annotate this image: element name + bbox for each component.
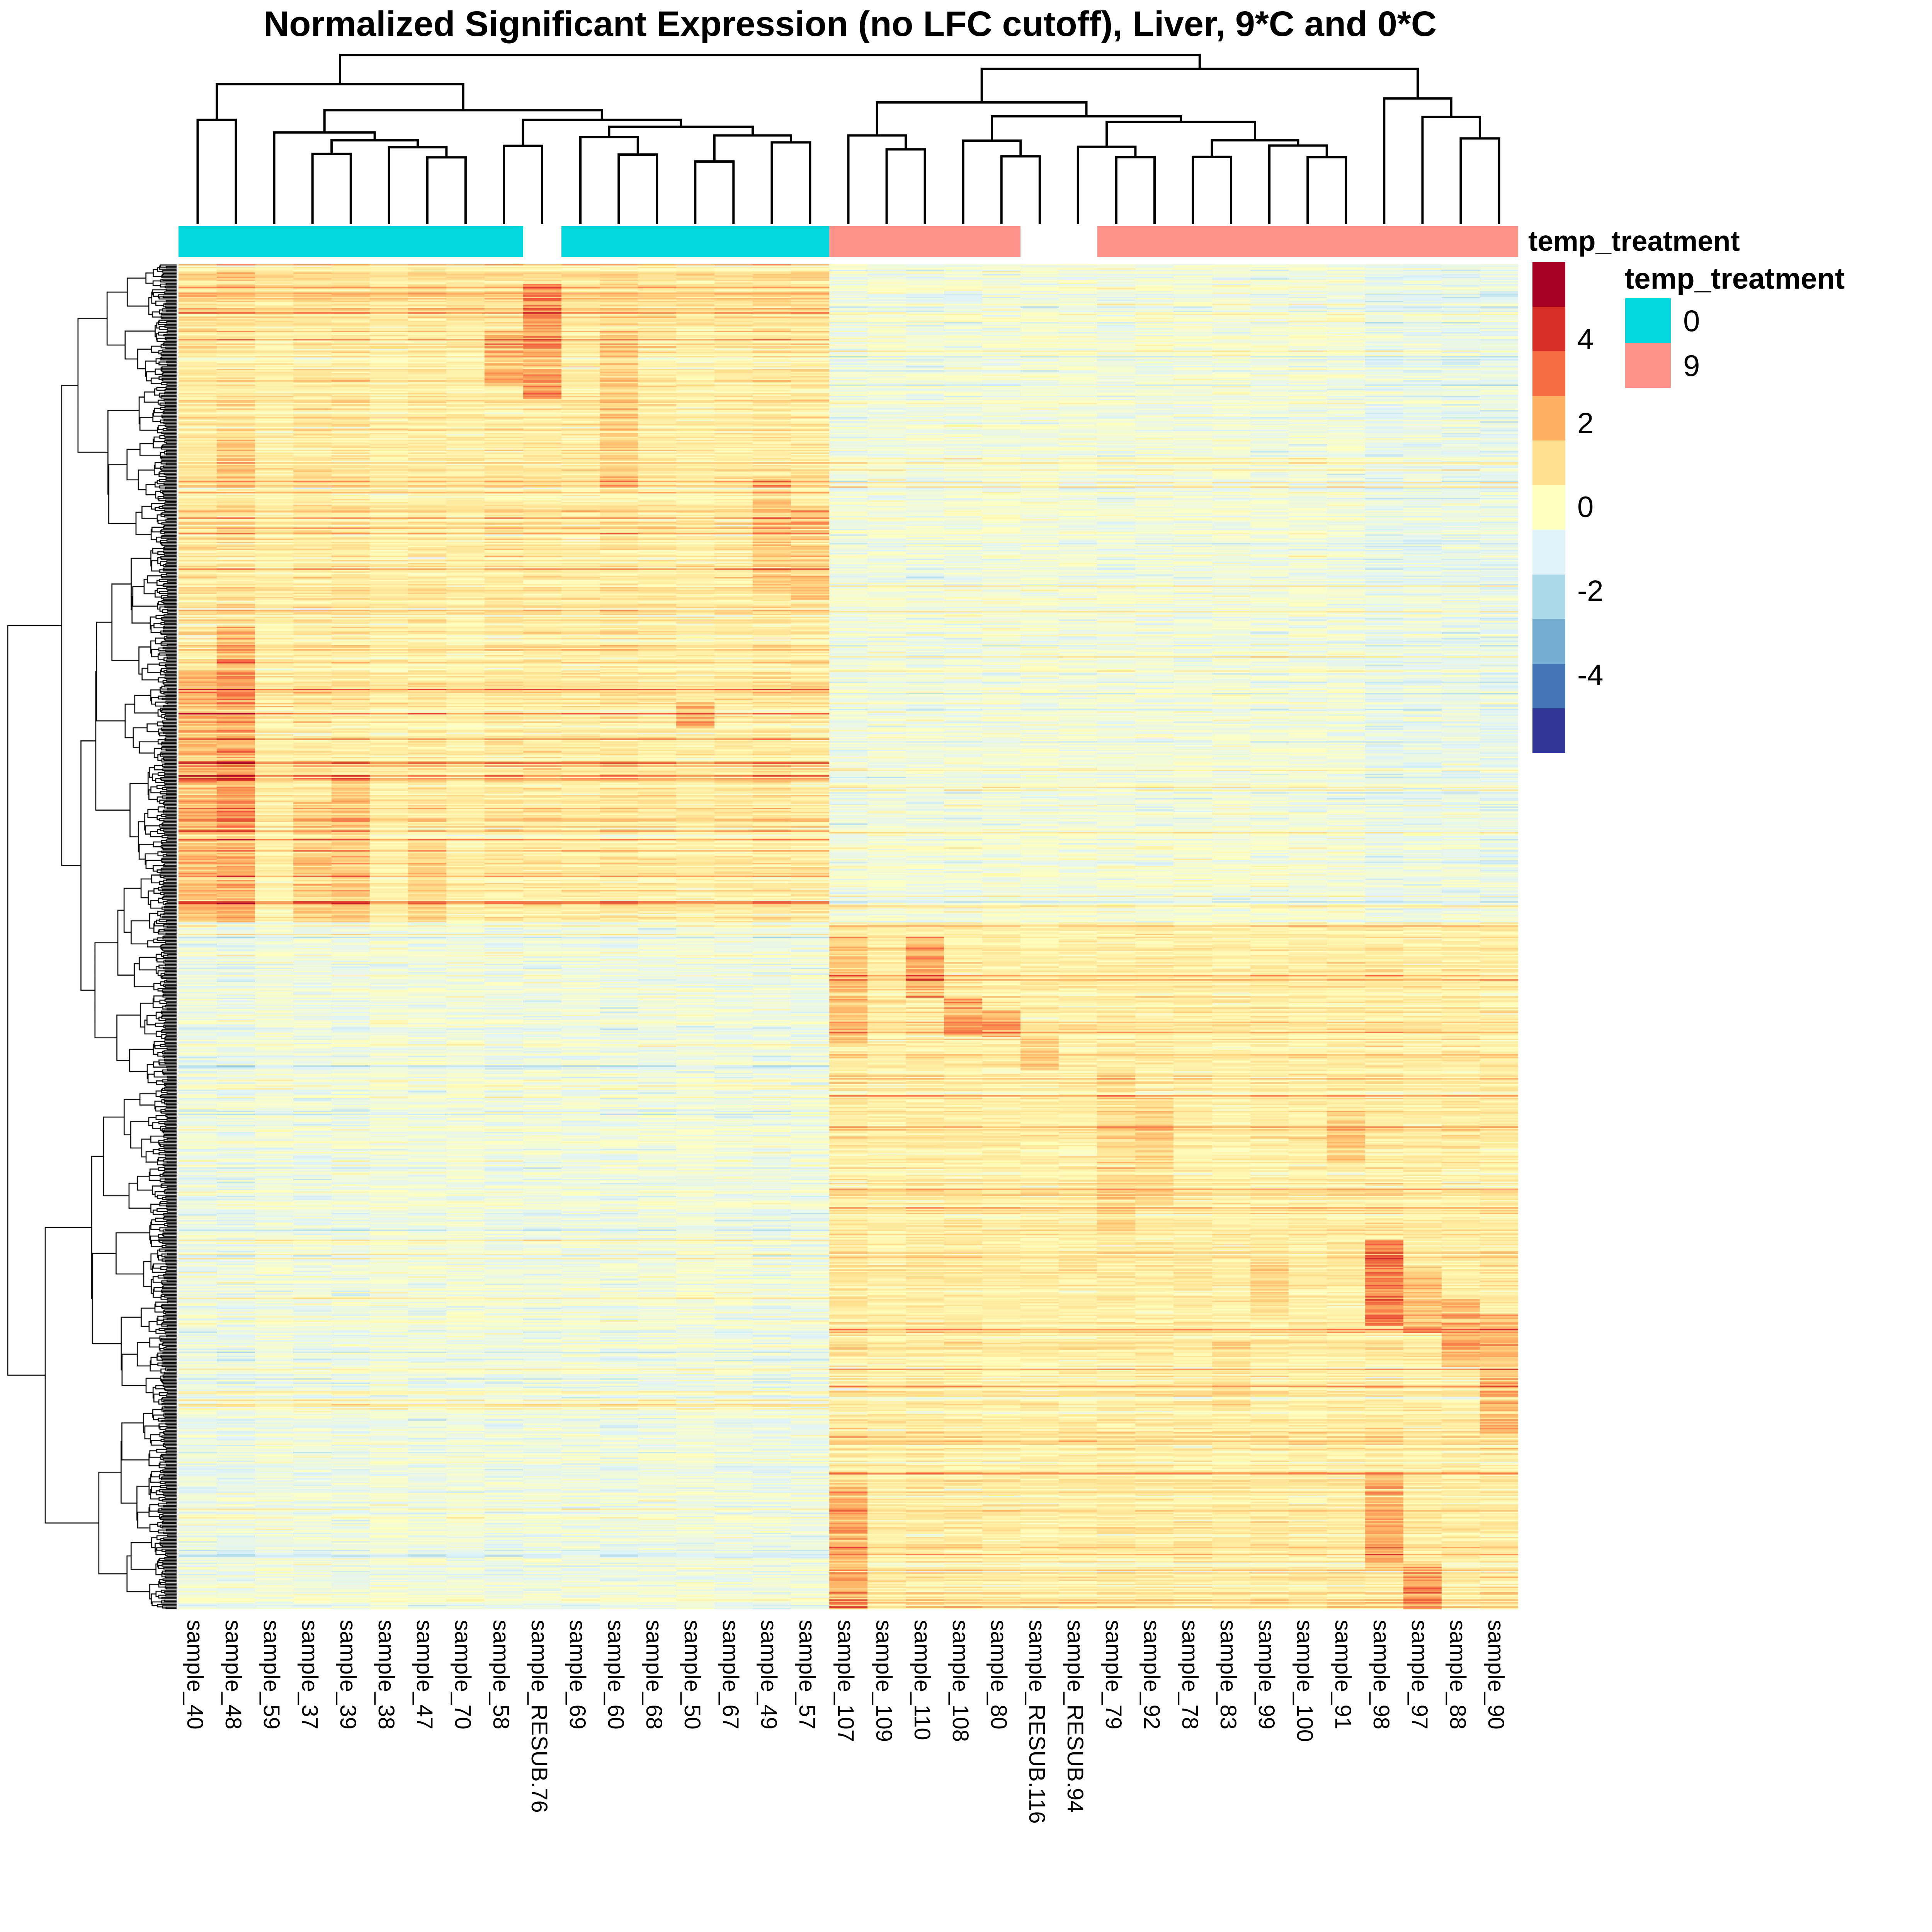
heatmap-body [179,264,1518,1609]
column-label: sample_RESUB.76 [527,1620,552,1813]
column-label: sample_49 [756,1620,782,1730]
annotation-cell [1327,226,1365,257]
column-label: sample_88 [1445,1620,1471,1730]
column-dendrogram [196,54,1500,224]
annotation-cell [1173,226,1212,257]
plot-title: Normalized Significant Expression (no LF… [263,4,1437,44]
colorbar-tick-label: 2 [1577,407,1594,440]
colorbar-segment [1532,530,1565,575]
column-label: sample_RESUB.94 [1062,1620,1088,1813]
column-label: sample_99 [1254,1620,1279,1730]
column-label: sample_97 [1407,1620,1432,1730]
annotation-cell [293,226,332,257]
annotation-cell [906,226,944,257]
column-label: sample_68 [641,1620,667,1730]
colorbar-segment [1532,574,1565,619]
column-label: sample_37 [297,1620,322,1730]
annotation-cell [638,226,676,257]
colorbar-segment [1532,306,1565,351]
legend-item-label-0: 0 [1683,304,1700,338]
annotation-cell [217,226,255,257]
column-label: sample_91 [1330,1620,1356,1730]
colorbar-segment [1532,485,1565,530]
annotation-cell [752,226,791,257]
colorbar-segment [1532,663,1565,708]
column-annotation-bar [179,226,1519,257]
annotation-cell [829,226,868,257]
annotation-legend-title: temp_treatment [1624,262,1845,295]
column-label: sample_92 [1139,1620,1164,1730]
column-label: sample_58 [488,1620,514,1730]
column-label: sample_RESUB.116 [1024,1620,1049,1824]
annotation-cell [714,226,753,257]
colorbar-segment [1532,440,1565,485]
column-label: sample_110 [909,1620,935,1740]
annotation-cell [1020,226,1059,257]
annotation-cell [370,226,408,257]
colorbar-segment [1532,619,1565,664]
annotation-cell [867,226,906,257]
annotation-cell [1135,226,1174,257]
legend-swatch-0 [1625,298,1671,343]
annotation-cell [1480,226,1519,257]
column-label: sample_80 [986,1620,1011,1730]
annotation-cell [446,226,485,257]
annotation-cell [1212,226,1250,257]
colorbar-segment [1532,708,1565,753]
column-label: sample_59 [259,1620,284,1730]
column-label: sample_57 [794,1620,820,1730]
annotation-cell [561,226,600,257]
legend-item-label-9: 9 [1683,349,1700,383]
annotation-cell [599,226,638,257]
column-label: sample_100 [1292,1620,1318,1742]
column-label: sample_67 [718,1620,743,1730]
column-label: sample_83 [1216,1620,1241,1730]
annotation-cell [485,226,523,257]
annotation-bar-label: temp_treatment [1528,226,1740,257]
annotation-cell [944,226,983,257]
column-label: sample_109 [871,1620,896,1742]
column-label: sample_60 [603,1620,629,1730]
column-label: sample_107 [833,1620,858,1742]
annotation-cell [332,226,370,257]
column-label: sample_38 [373,1620,399,1730]
colorbar-segment [1532,396,1565,440]
column-label: sample_98 [1369,1620,1394,1730]
annotation-cell [1442,226,1480,257]
column-label: sample_108 [947,1620,973,1742]
annotation-cell [1250,226,1289,257]
annotation-cell [255,226,294,257]
column-label: sample_70 [450,1620,475,1730]
colorbar-tick-label: -4 [1577,658,1604,692]
annotation-cell [1365,226,1403,257]
colorbar-segment [1532,262,1565,307]
column-label: sample_47 [412,1620,437,1730]
annotation-cell [1097,226,1136,257]
column-label: sample_69 [565,1620,590,1730]
column-label: sample_40 [182,1620,207,1730]
colorbar-tick-label: -2 [1577,575,1604,608]
legend-swatch-9 [1625,343,1671,388]
annotation-cell [1403,226,1442,257]
colorbar-segment [1532,351,1565,396]
row-dendrogram [6,264,177,1609]
column-label: sample_79 [1100,1620,1126,1730]
annotation-cell [408,226,447,257]
annotation-cell [676,226,714,257]
annotation-cell [179,226,217,257]
colorbar [1532,262,1565,753]
column-label: sample_90 [1483,1620,1509,1730]
annotation-cell [523,226,561,257]
annotation-cell [1288,226,1327,257]
column-label: sample_50 [680,1620,705,1730]
column-label: sample_48 [220,1620,246,1730]
colorbar-tick-label: 0 [1577,491,1594,524]
column-label: sample_78 [1177,1620,1202,1730]
annotation-cell [791,226,830,257]
column-label: sample_39 [335,1620,361,1730]
annotation-cell [1059,226,1097,257]
colorbar-tick-label: 4 [1577,323,1594,356]
annotation-cell [982,226,1021,257]
